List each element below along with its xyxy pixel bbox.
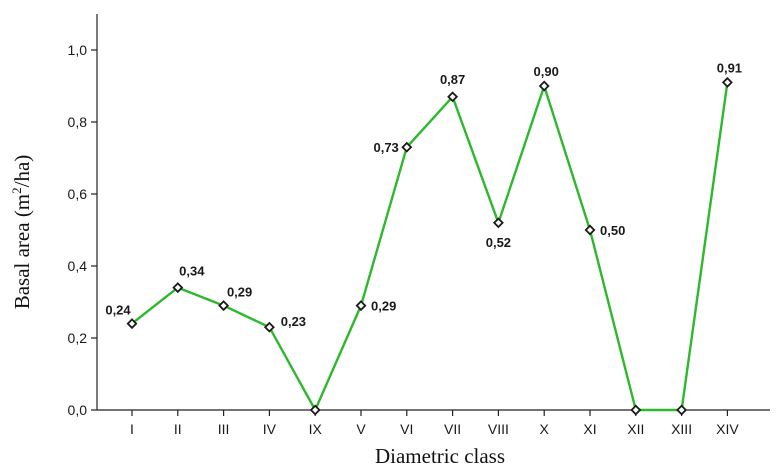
y-ticks: 0,0 0,2 0,4 0,6 0,8 1,0: [68, 42, 97, 418]
x-tick-label: IX: [309, 421, 323, 437]
data-label: 0,87: [440, 72, 465, 87]
x-tick-label: VIII: [488, 421, 509, 437]
x-tick-label: XIII: [671, 421, 692, 437]
data-point-marker: [676, 404, 688, 416]
data-label: 0,24: [105, 303, 131, 318]
series-line: [131, 82, 729, 412]
x-tick-label: X: [540, 421, 550, 437]
y-tick-label: 0,8: [68, 114, 88, 130]
x-tick-label: VI: [400, 421, 413, 437]
y-tick-label: 0,0: [68, 402, 88, 418]
data-label: 0,91: [717, 60, 742, 75]
data-label: 0,34: [179, 264, 205, 279]
x-tick-label: VII: [444, 421, 461, 437]
x-ticks: I II III IV IX V VI VII VIII X XI XII XIII XIV: [130, 410, 739, 437]
x-tick-label: IV: [263, 421, 277, 437]
x-tick-label: V: [356, 421, 366, 437]
y-axis-title-superscript: 2: [9, 187, 24, 194]
y-tick-label: 1,0: [68, 42, 88, 58]
series-markers: [126, 76, 733, 416]
x-tick-label: II: [174, 421, 182, 437]
y-axis-title: Basal area (m2/ha): [9, 155, 34, 310]
x-axis-title: Diametric class: [375, 444, 505, 468]
data-point-marker: [492, 217, 504, 229]
data-point-marker: [263, 321, 275, 333]
data-point-marker: [538, 80, 550, 92]
chart-axes: [96, 14, 770, 411]
data-labels: 0,24 0,34 0,29 0,23 0,29 0,73 0,87 0,52 0,90 0,50…: [105, 60, 742, 329]
data-label: 0,23: [281, 314, 306, 329]
data-point-marker: [401, 141, 413, 153]
y-tick-label: 0,4: [68, 258, 88, 274]
data-point-marker: [172, 282, 184, 294]
data-label: 0,73: [373, 140, 398, 155]
data-point-marker: [309, 404, 321, 416]
x-tick-label: XI: [583, 421, 596, 437]
data-point-marker: [218, 300, 230, 312]
data-point-marker: [584, 224, 596, 236]
y-axis-title-tail: /ha): [10, 155, 34, 188]
data-label: 0,29: [227, 285, 252, 300]
data-label: 0,50: [600, 223, 625, 238]
data-label: 0,52: [486, 235, 511, 250]
data-point-marker: [721, 76, 733, 88]
data-point-marker: [630, 404, 642, 416]
y-axis-title-main: Basal area (m: [10, 194, 34, 309]
x-tick-label: XIV: [716, 421, 739, 437]
x-tick-label: I: [130, 421, 134, 437]
data-point-marker: [447, 91, 459, 103]
y-tick-label: 0,2: [68, 330, 88, 346]
data-label: 0,90: [534, 64, 559, 79]
data-point-marker: [355, 300, 367, 312]
x-tick-label: III: [218, 421, 230, 437]
data-point-marker: [126, 318, 138, 330]
y-tick-label: 0,6: [68, 186, 88, 202]
x-tick-label: XII: [627, 421, 644, 437]
data-label: 0,29: [371, 299, 396, 314]
